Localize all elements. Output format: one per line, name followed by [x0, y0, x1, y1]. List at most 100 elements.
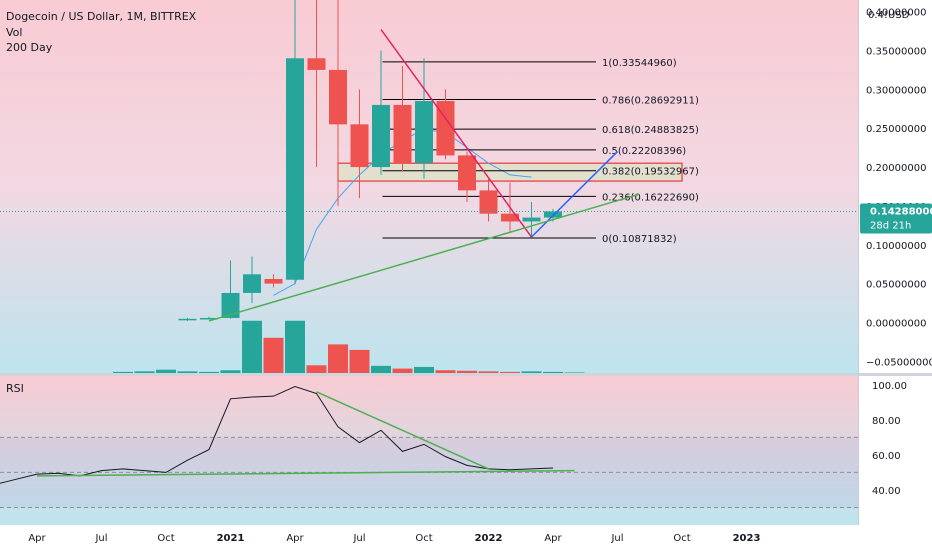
price-tick-label: 0.35000000	[866, 47, 926, 58]
candle-body	[393, 104, 412, 164]
volume-bar	[285, 320, 305, 373]
time-axis-background	[0, 525, 932, 550]
volume-bar	[328, 344, 348, 373]
candle-body	[264, 278, 283, 284]
candle-body	[350, 124, 369, 168]
candle-body	[243, 274, 261, 293]
rsi-line-path	[0, 385, 554, 487]
time-tick-label: Jul	[610, 533, 623, 544]
time-tick-label: Jul	[352, 533, 365, 544]
volume-legend: Vol	[6, 26, 22, 39]
time-tick-label: Apr	[544, 533, 562, 544]
time-tick-label: 2021	[217, 533, 245, 544]
candle-body	[501, 213, 519, 222]
time-tick-label: Apr	[286, 533, 304, 544]
time-tick-label: Oct	[157, 533, 174, 544]
rsi-axis[interactable]: 100.00 80.00 60.00 40.00	[872, 381, 907, 497]
time-tick-label: Oct	[673, 533, 690, 544]
candle-body	[522, 217, 541, 222]
volume-bar	[371, 365, 391, 373]
price-tick-label: 0.40000000	[866, 8, 926, 19]
fibonacci-retracement: 1(0.33544960) 0.786(0.28692911) 0.618(0.24…	[382, 58, 699, 245]
axis-top-cut-label: 0.4!	[868, 10, 888, 21]
rsi-trendline	[316, 391, 489, 470]
fib-level-label: 0.618(0.24883825)	[602, 125, 699, 136]
candle-body	[544, 211, 562, 218]
time-tick-label: 2023	[733, 533, 761, 544]
currency-label: USD	[888, 10, 910, 21]
rsi-line	[0, 385, 554, 487]
candle-body	[221, 292, 240, 318]
rsi-tick-label: 60.00	[872, 451, 901, 462]
price-tick-label: 0.05000000	[866, 280, 926, 291]
volume-bar	[220, 370, 241, 373]
price-tick-label: 0.10000000	[866, 241, 926, 252]
rsi-legend: RSI	[6, 382, 24, 395]
volume-bar	[564, 372, 585, 373]
candle-body	[178, 318, 197, 321]
fib-level-label: 0.5(0.22208396)	[602, 146, 686, 157]
volume-bar	[543, 371, 563, 373]
uptrend-trendline	[530, 150, 619, 238]
fib-level-label: 0.236(0.16222690)	[602, 192, 699, 203]
symbol-title: Dogecoin / US Dollar, 1M, BITTREX	[6, 10, 197, 23]
price-tick-label: −0.05000000	[866, 357, 932, 368]
price-tick-label: 0.25000000	[866, 124, 926, 135]
rsi-tick-label: 40.00	[872, 486, 901, 497]
fib-level-label: 0.382(0.19532967)	[602, 167, 699, 178]
candle-body	[479, 190, 498, 214]
candles	[178, 0, 562, 321]
rsi-tick-label: 80.00	[872, 416, 901, 427]
volume-bar	[177, 371, 198, 373]
volume-bar	[349, 349, 370, 373]
volume-bar	[156, 369, 176, 373]
volume-bar	[435, 370, 456, 373]
volume-bar	[521, 371, 542, 373]
candle-body	[372, 104, 390, 168]
candle-body	[458, 155, 476, 191]
candle-body	[436, 101, 455, 156]
price-tick-label: 0.20000000	[866, 163, 926, 174]
price-tag-countdown: 28d 21h	[870, 220, 911, 231]
main-pane-background	[0, 0, 858, 373]
rsi-tick-label: 100.00	[872, 381, 907, 392]
volume-bars	[113, 320, 585, 373]
candle-body	[200, 317, 218, 320]
downtrend-trendline	[380, 29, 533, 238]
volume-bar	[500, 371, 520, 373]
time-axis[interactable]: Apr Jul Oct 2021 Apr Jul Oct 2022 Apr Jul Oct 2023	[28, 533, 760, 544]
rsi-trendlines	[36, 391, 575, 477]
volume-bar	[414, 366, 434, 373]
fib-level-label: 0(0.10871832)	[602, 234, 677, 245]
support-trendline	[208, 193, 640, 322]
time-tick-label: Oct	[415, 533, 432, 544]
volume-bar	[263, 337, 284, 373]
volume-bar	[199, 371, 219, 373]
volume-bar	[242, 320, 262, 373]
volume-bar	[392, 368, 413, 373]
rsi-trendline	[36, 469, 575, 477]
time-tick-label: 2022	[475, 533, 503, 544]
volume-bar	[134, 371, 155, 373]
time-tick-label: Jul	[94, 533, 107, 544]
ma-legend: 200 Day	[6, 41, 53, 54]
time-tick-label: Apr	[28, 533, 46, 544]
trendlines	[208, 29, 640, 322]
price-tag-value: 0.14288000	[870, 206, 932, 217]
volume-bar	[478, 371, 499, 373]
current-price-tag: 0.14288000 28d 21h	[860, 203, 932, 234]
candle-body	[307, 58, 326, 70]
price-tick-label: 0.30000000	[866, 85, 926, 96]
candle-body	[286, 58, 304, 280]
rsi-pane-background	[0, 376, 858, 525]
price-tag-box	[860, 203, 932, 234]
fib-level-label: 0.786(0.28692911)	[602, 96, 699, 107]
volume-bar	[113, 371, 133, 373]
price-tick-label: 0.00000000	[866, 318, 926, 329]
candle-body	[329, 69, 347, 125]
price-axis-background	[858, 0, 932, 525]
candle-body	[415, 101, 433, 164]
volume-bar	[306, 365, 327, 373]
fib-level-label: 1(0.33544960)	[602, 58, 677, 69]
